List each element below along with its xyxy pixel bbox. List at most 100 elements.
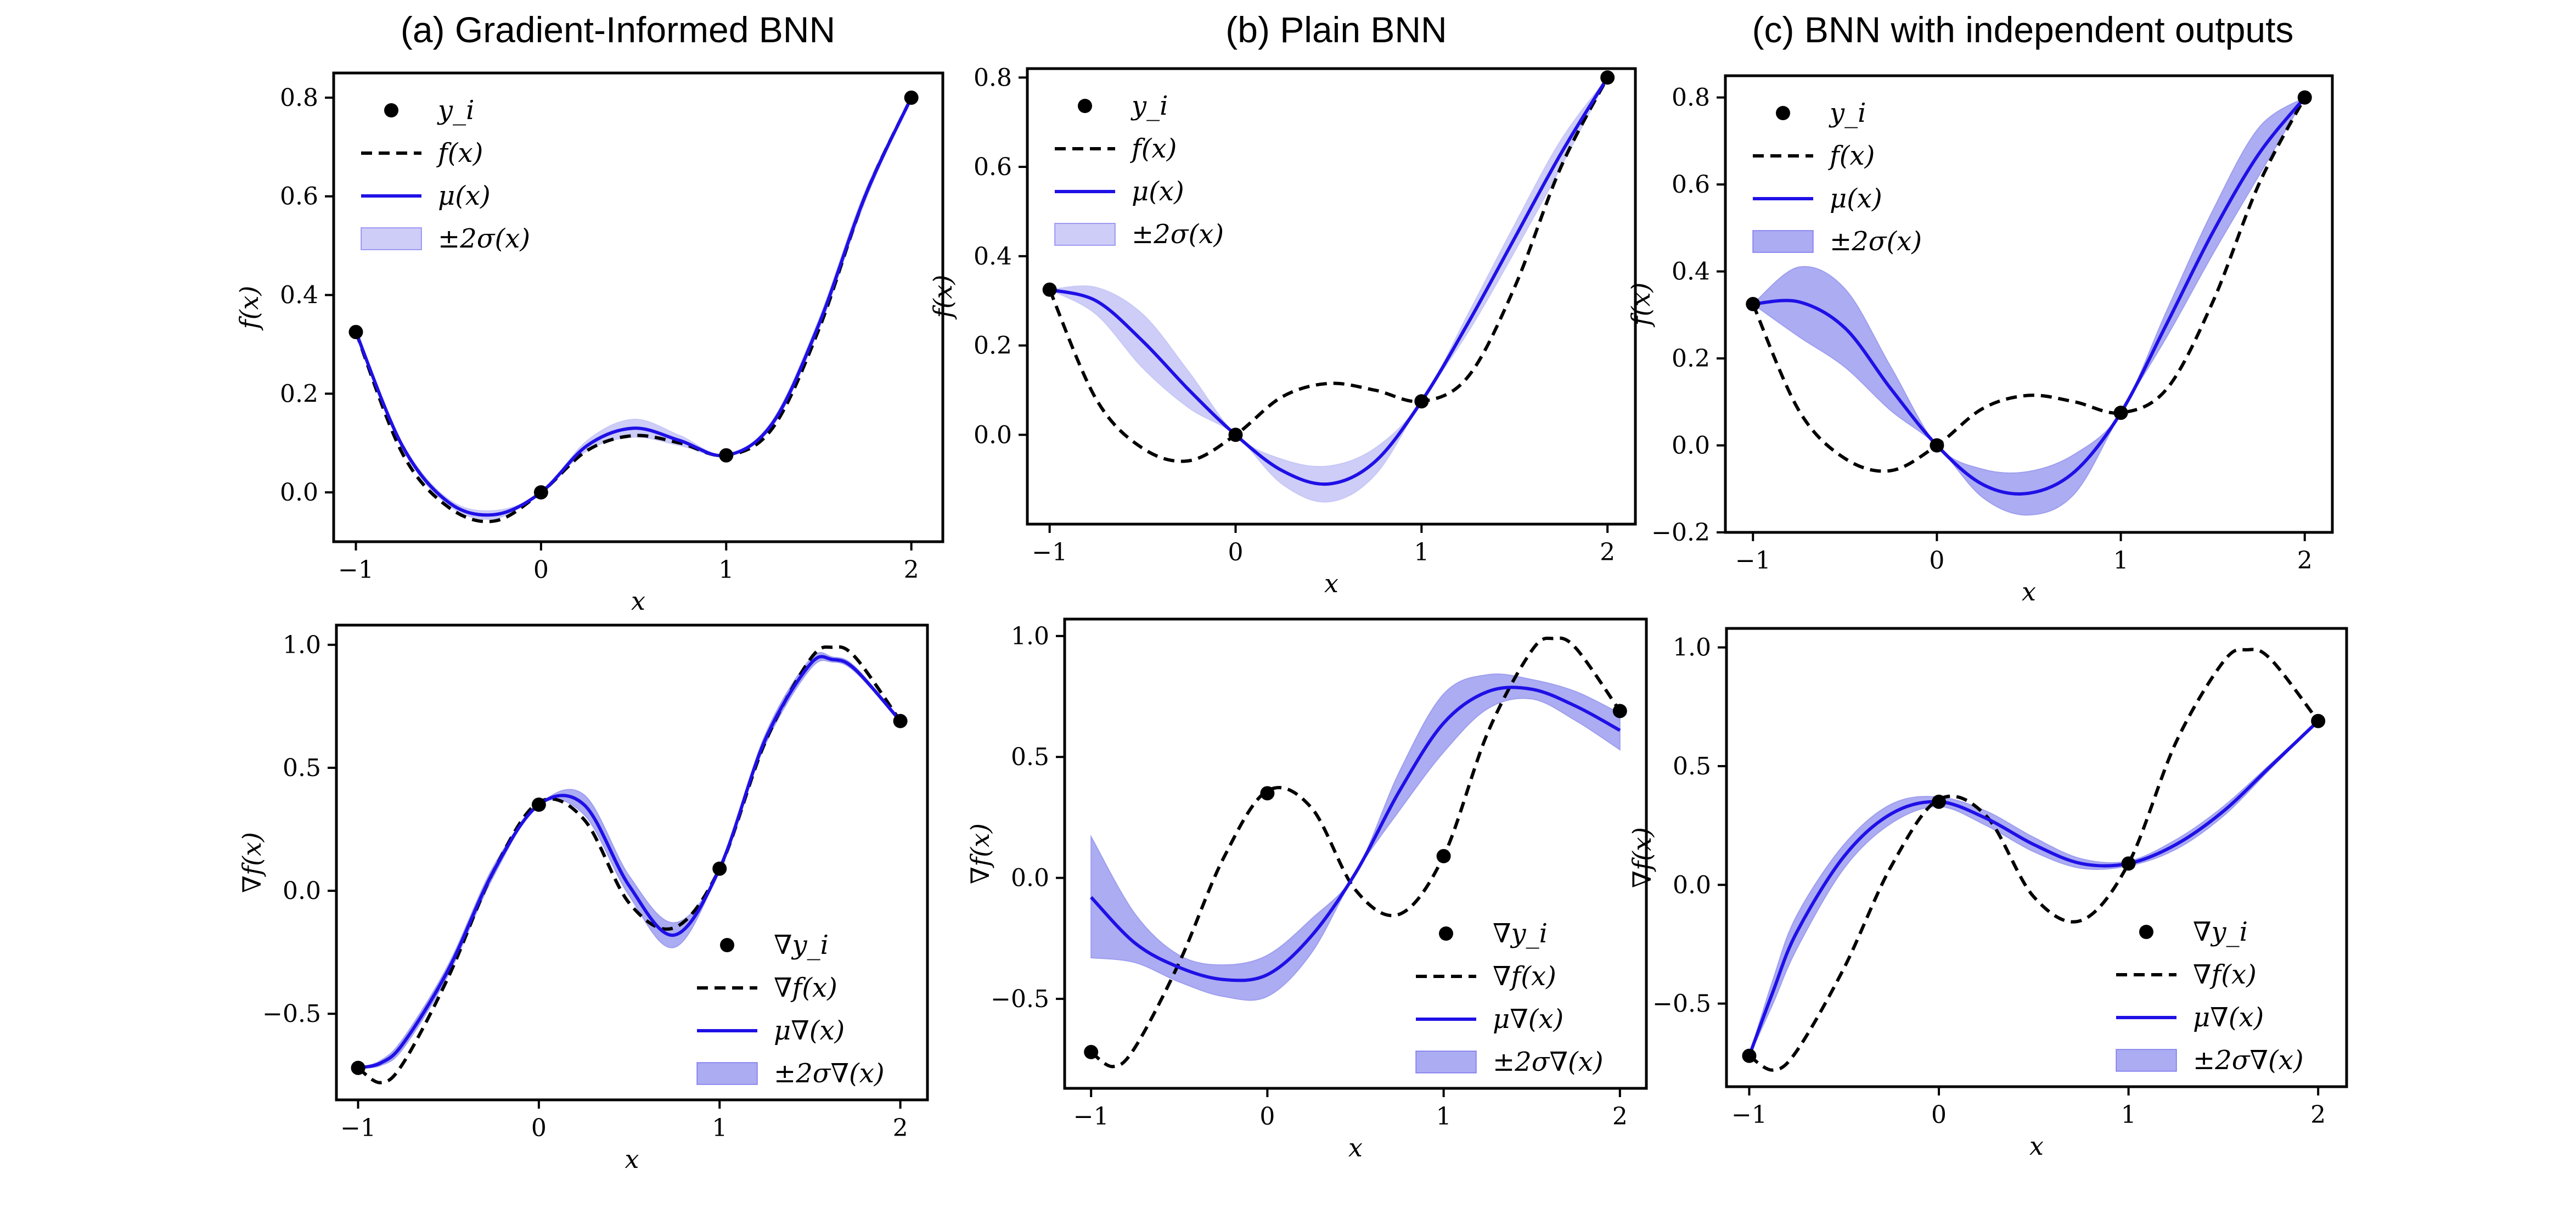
legend: ∇y_i ∇f(x) μ∇(x) ±2σ∇(x) — [1415, 918, 1604, 1077]
legend-label: μ∇(x) — [774, 1015, 845, 1046]
y-tick-label: 0.8 — [280, 84, 318, 112]
y-axis-label: f(x) — [234, 286, 264, 331]
y-axis-label: f(x) — [928, 275, 958, 320]
panel-c-bottom: −1 0 1 2 −0.5 0.0 0.5 1.0 x ∇f(x) ∇y_i ∇f(x) μ∇(x) ±2… — [1627, 627, 2348, 1161]
legend-label: ±2σ(x) — [438, 223, 530, 254]
legend-marker-band — [361, 227, 422, 250]
y-tick-label: 0.2 — [280, 380, 318, 408]
x-axis-label: x — [625, 1144, 639, 1174]
x-tick-label: −1 — [1073, 1103, 1109, 1131]
data-point — [1612, 704, 1627, 718]
data-point — [1260, 786, 1275, 801]
x-tick-label: 0 — [1931, 1101, 1947, 1129]
legend-label: μ(x) — [1132, 176, 1184, 207]
x-axis-label: x — [2029, 1131, 2044, 1161]
x-axis-label: x — [1324, 569, 1338, 598]
axes-frame — [332, 71, 944, 543]
column-title-c: (c) BNN with independent outputs — [1752, 9, 2294, 50]
y-tick-label: 0.2 — [1672, 345, 1710, 373]
panel-a-top: −1 0 1 2 0.0 0.2 0.4 0.6 0.8 x f(x) y_i f(x) μ(x) ±2σ(… — [234, 71, 944, 616]
plot-area — [351, 645, 908, 1084]
legend-label: ±2σ∇(x) — [2193, 1045, 2304, 1076]
data-point — [2297, 90, 2312, 105]
column-title-b: (b) Plain BNN — [1225, 9, 1447, 50]
data-point — [1930, 438, 1944, 453]
data-point — [2311, 713, 2326, 728]
legend-label: y_i — [1130, 91, 1168, 121]
y-tick-label: −0.5 — [1652, 990, 1711, 1018]
mean-line — [354, 97, 913, 517]
panel-a-bottom: −1 0 1 2 −0.5 0.0 0.5 1.0 x ∇f(x) ∇y_i ∇f(x) μ∇(x) ±2… — [237, 623, 929, 1174]
y-axis-label: ∇f(x) — [965, 823, 995, 884]
y-tick-label: 0.8 — [1672, 84, 1710, 112]
x-tick-label: −1 — [338, 556, 374, 584]
data-point — [531, 797, 546, 812]
mean-line — [1753, 96, 2307, 496]
x-tick-label: 1 — [1436, 1103, 1452, 1131]
y-tick-label: −0.5 — [262, 1000, 321, 1028]
y-axis-label: ∇f(x) — [1627, 827, 1657, 888]
true-function-line — [1748, 648, 2320, 1072]
x-tick-label: 2 — [2310, 1101, 2326, 1129]
legend-label: ∇f(x) — [1493, 961, 1556, 992]
legend-label: ±2σ(x) — [1830, 226, 1922, 257]
y-tick-label: 0.6 — [974, 153, 1012, 181]
x-axis-label: x — [2022, 577, 2036, 606]
y-tick-label: 0.4 — [1672, 258, 1710, 286]
panel-b-bottom: −1 0 1 2 −0.5 0.0 0.5 1.0 x ∇f(x) ∇y_i ∇f(x) μ∇(x) ±2… — [965, 617, 1648, 1162]
data-point — [1436, 848, 1451, 863]
panel-b-top: −1 0 1 2 0.0 0.2 0.4 0.6 0.8 x f(x) y_i f(x) μ(x) ±2σ(… — [928, 64, 1637, 598]
legend-label: ±2σ∇(x) — [1493, 1047, 1604, 1077]
y-tick-label: 0.4 — [280, 282, 318, 310]
x-tick-label: 0 — [1228, 538, 1243, 566]
legend-label: ∇y_i — [774, 930, 829, 960]
y-tick-label: 0.0 — [1011, 864, 1049, 892]
uncertainty-band — [1090, 673, 1621, 1001]
x-tick-label: 2 — [1612, 1103, 1628, 1131]
y-axis-label: ∇f(x) — [237, 832, 267, 893]
plot-area — [1042, 70, 1615, 503]
legend-label: μ∇(x) — [1493, 1004, 1563, 1035]
data-point — [1228, 428, 1243, 442]
x-tick-label: 1 — [718, 556, 734, 584]
data-point — [348, 324, 363, 339]
axes-frame — [335, 623, 929, 1102]
mean-line — [357, 655, 902, 1070]
data-point — [1600, 70, 1615, 85]
plot-area — [1746, 90, 2312, 516]
y-tick-label: 1.0 — [283, 631, 321, 659]
mean-line — [1090, 685, 1621, 982]
y-tick-label: 0.6 — [1672, 171, 1710, 199]
x-tick-label: 0 — [531, 1114, 547, 1142]
y-tick-label: 0.4 — [974, 243, 1012, 271]
legend: y_i f(x) μ(x) ±2σ(x) — [1752, 98, 1922, 257]
true-function-line — [357, 645, 902, 1084]
y-tick-label: 1.0 — [1011, 622, 1049, 650]
legend-label: f(x) — [1828, 141, 1875, 171]
legend: y_i f(x) μ(x) ±2σ(x) — [1054, 91, 1224, 250]
data-point — [1746, 297, 1761, 311]
legend: y_i f(x) μ(x) ±2σ(x) — [361, 95, 530, 254]
y-tick-label: 0.5 — [283, 754, 321, 782]
panel-c-top: −1 0 1 2 −0.2 0.0 0.2 0.4 0.6 0.8 x f(x) y_i f(x) μ(x)… — [1626, 74, 2334, 606]
legend-label: y_i — [437, 95, 474, 126]
data-point — [893, 713, 908, 728]
legend-label: ∇f(x) — [774, 973, 837, 1003]
plot-area — [1084, 636, 1627, 1069]
axes-frame — [1725, 627, 2348, 1088]
legend: ∇y_i ∇f(x) μ∇(x) ±2σ∇(x) — [696, 930, 885, 1089]
y-tick-label: 0.0 — [1673, 871, 1711, 899]
y-axis-label: f(x) — [1626, 283, 1656, 328]
uncertainty-band — [358, 652, 901, 1069]
y-tick-label: −0.5 — [991, 985, 1049, 1013]
plot-area — [348, 90, 919, 524]
y-tick-label: 0.0 — [280, 479, 318, 507]
data-point — [1084, 1044, 1099, 1059]
legend-label: f(x) — [436, 138, 483, 168]
legend-label: μ(x) — [1830, 183, 1882, 214]
y-tick-label: 0.5 — [1011, 743, 1049, 771]
true-function-line — [1751, 97, 2307, 473]
x-tick-label: 2 — [893, 1114, 908, 1142]
x-tick-label: 1 — [1414, 538, 1429, 566]
